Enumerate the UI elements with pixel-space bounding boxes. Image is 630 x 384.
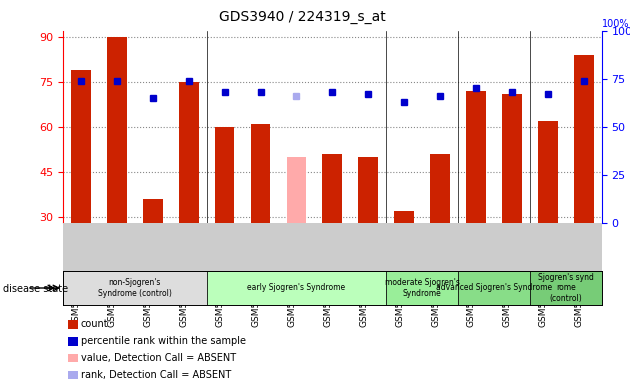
- Bar: [179, 82, 198, 223]
- FancyBboxPatch shape: [386, 271, 458, 305]
- Bar: [358, 157, 378, 223]
- Bar: [574, 55, 593, 223]
- FancyBboxPatch shape: [63, 271, 207, 305]
- Text: advanced Sjogren's Syndrome: advanced Sjogren's Syndrome: [436, 283, 552, 293]
- Bar: [143, 199, 163, 223]
- Text: percentile rank within the sample: percentile rank within the sample: [81, 336, 246, 346]
- FancyBboxPatch shape: [530, 271, 602, 305]
- Bar: [107, 37, 127, 223]
- Bar: [502, 94, 522, 223]
- Text: non-Sjogren's
Syndrome (control): non-Sjogren's Syndrome (control): [98, 278, 172, 298]
- Text: 100%: 100%: [602, 19, 629, 29]
- Text: moderate Sjogren's
Syndrome: moderate Sjogren's Syndrome: [385, 278, 459, 298]
- Bar: [71, 70, 91, 223]
- Bar: [251, 124, 270, 223]
- Text: count: count: [81, 319, 108, 329]
- Bar: [394, 211, 414, 223]
- FancyBboxPatch shape: [207, 271, 386, 305]
- Text: disease state: disease state: [3, 284, 68, 294]
- FancyBboxPatch shape: [458, 271, 530, 305]
- Bar: [215, 127, 234, 223]
- Bar: [323, 154, 342, 223]
- Bar: [287, 157, 306, 223]
- Text: early Sjogren's Syndrome: early Sjogren's Syndrome: [248, 283, 345, 293]
- Text: rank, Detection Call = ABSENT: rank, Detection Call = ABSENT: [81, 370, 231, 380]
- Bar: [466, 91, 486, 223]
- Text: GDS3940 / 224319_s_at: GDS3940 / 224319_s_at: [219, 10, 386, 23]
- Bar: [538, 121, 558, 223]
- Text: Sjogren's synd
rome
(control): Sjogren's synd rome (control): [538, 273, 593, 303]
- Text: value, Detection Call = ABSENT: value, Detection Call = ABSENT: [81, 353, 236, 363]
- Bar: [430, 154, 450, 223]
